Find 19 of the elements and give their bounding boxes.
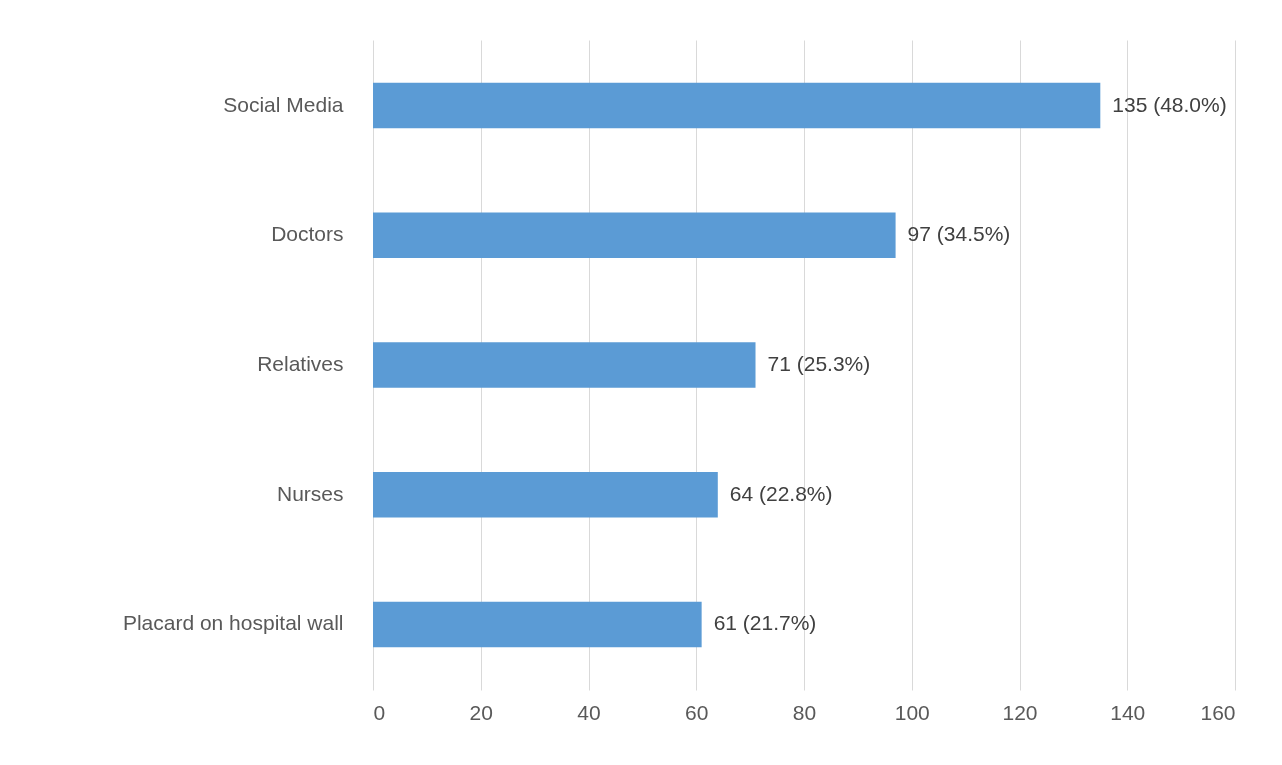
x-tick-label: 160 (1200, 700, 1236, 724)
data-label: 64 (22.8%) (729, 481, 833, 505)
y-tick-label: Placard on hospital wall (122, 611, 344, 635)
x-tick-label: 40 (577, 700, 601, 724)
x-tick-label: 140 (1110, 700, 1146, 724)
x-tick-label: 80 (792, 700, 817, 724)
data-label: 61 (21.7%) (713, 611, 817, 635)
x-tick-label: 120 (1002, 700, 1038, 724)
y-tick-label: Nurses (276, 481, 344, 505)
x-tick-label: 60 (685, 700, 709, 724)
data-label: 135 (48.0%) (1112, 92, 1227, 116)
x-tick-label: 0 (373, 700, 386, 724)
data-label: 71 (25.3%) (767, 352, 871, 375)
x-tick-label: 100 (894, 700, 930, 724)
y-tick-label: Social Media (223, 92, 344, 116)
x-tick-label: 20 (469, 700, 493, 724)
y-tick-label: Doctors (271, 222, 344, 246)
data-label: 97 (34.5%) (907, 222, 1011, 246)
y-tick-label: Relatives (257, 352, 344, 375)
